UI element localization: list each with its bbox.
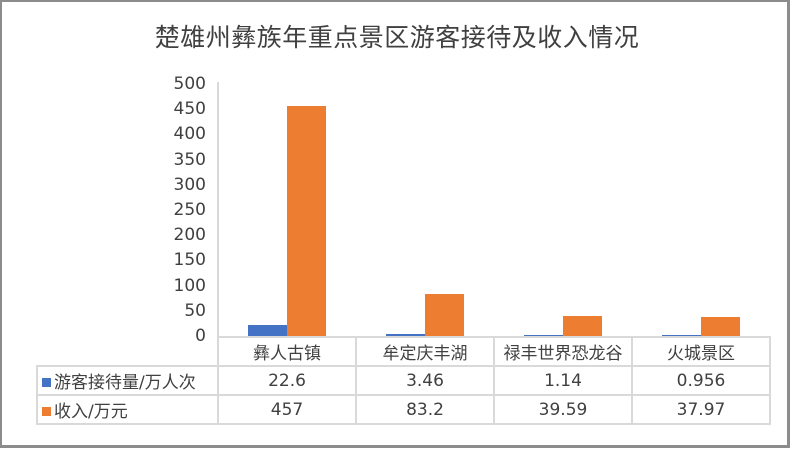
category-header: 火城景区 (631, 336, 771, 367)
data-table: 彝人古镇 牟定庆丰湖 禄丰世界恐龙谷 火城景区 游客接待量/万人次 22.6 3… (36, 336, 771, 425)
y-tick-label: 100 (173, 275, 206, 296)
category-header: 牟定庆丰湖 (355, 336, 495, 367)
legend-entry-visitors: 游客接待量/万人次 (36, 365, 219, 396)
y-tick-label: 500 (173, 74, 206, 94)
bar-revenue (701, 316, 740, 336)
y-tick-label: 450 (173, 99, 206, 120)
table-header-row: 彝人古镇 牟定庆丰湖 禄丰世界恐龙谷 火城景区 (37, 336, 771, 367)
y-tick-label: 350 (173, 149, 206, 170)
bar-revenue (425, 294, 464, 336)
y-tick-label: 300 (173, 174, 206, 195)
y-tick-label: 50 (184, 300, 206, 321)
y-tick-label: 250 (173, 200, 206, 220)
bar-revenue (563, 316, 602, 336)
y-tick-label: 200 (173, 225, 206, 246)
table-cell: 1.14 (493, 365, 633, 396)
table-cell: 3.46 (355, 365, 495, 396)
y-axis-line (217, 82, 219, 338)
bar-revenue (287, 105, 326, 336)
bar-visitors (386, 334, 425, 336)
table-cell: 37.97 (631, 394, 771, 425)
y-tick-label: 400 (173, 124, 206, 145)
table-cell: 39.59 (493, 394, 633, 425)
y-tick-label: 0 (195, 326, 206, 346)
bar-visitors (662, 335, 701, 336)
table-corner (37, 337, 219, 367)
table-cell: 0.956 (631, 365, 771, 396)
bar-visitors (524, 335, 563, 336)
table-row: 收入/万元 457 83.2 39.59 37.97 (36, 394, 771, 425)
chart-title: 楚雄州彝族年重点景区游客接待及收入情况 (154, 23, 640, 52)
legend-swatch-icon (42, 407, 51, 416)
table-cell: 22.6 (217, 365, 357, 396)
table-row: 游客接待量/万人次 22.6 3.46 1.14 0.956 (36, 365, 771, 396)
legend-entry-revenue: 收入/万元 (36, 394, 219, 425)
legend-swatch-icon (42, 378, 51, 387)
table-cell: 457 (217, 394, 357, 425)
legend-label: 收入/万元 (54, 402, 128, 422)
y-tick-label: 150 (173, 250, 206, 271)
bar-visitors (248, 324, 287, 336)
category-header: 禄丰世界恐龙谷 (493, 336, 633, 367)
category-header: 彝人古镇 (217, 336, 357, 367)
legend-label: 游客接待量/万人次 (54, 373, 196, 393)
table-cell: 83.2 (355, 394, 495, 425)
